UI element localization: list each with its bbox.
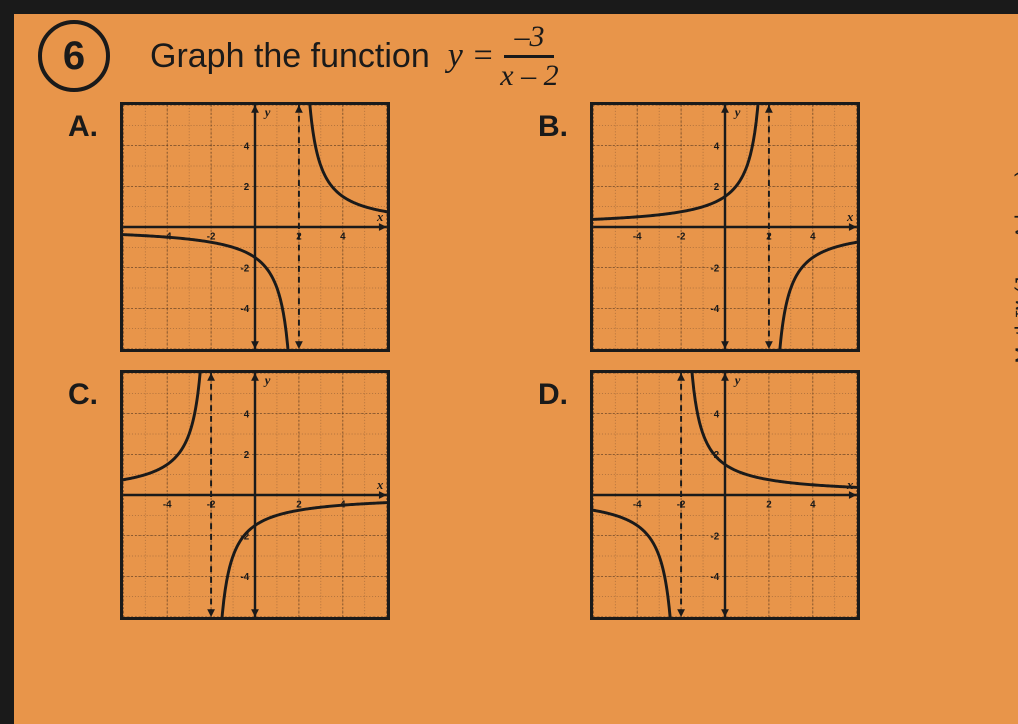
svg-text:x: x xyxy=(846,210,854,224)
choice-c[interactable]: C. -4-224-4-224yx xyxy=(68,370,498,620)
svg-text:x: x xyxy=(846,478,854,492)
graph-b: -4-224-4-224yx xyxy=(590,102,860,352)
question-prompt: Graph the function y = –3 x – 2 xyxy=(150,21,559,91)
worksheet-content: 6 Graph the function y = –3 x – 2 A. -4 -… xyxy=(28,20,968,620)
svg-text:4: 4 xyxy=(714,410,720,421)
choice-label: A. xyxy=(68,110,108,144)
svg-text:y: y xyxy=(263,374,271,388)
question-header: 6 Graph the function y = –3 x – 2 xyxy=(28,20,968,92)
svg-text:-2: -2 xyxy=(677,232,686,243)
equation-denominator: x – 2 xyxy=(500,58,558,92)
svg-text:-4: -4 xyxy=(240,304,249,315)
svg-text:2: 2 xyxy=(766,500,772,511)
prompt-text: Graph the function xyxy=(150,37,430,76)
svg-text:4: 4 xyxy=(810,500,816,511)
graph-d: -4-224-4-224yx xyxy=(590,370,860,620)
svg-text:2: 2 xyxy=(714,182,720,193)
svg-text:-2: -2 xyxy=(710,532,719,543)
svg-text:y: y xyxy=(733,106,741,120)
svg-text:y: y xyxy=(263,106,271,120)
choice-label: C. xyxy=(68,378,108,412)
question-number-circle: 6 xyxy=(38,20,110,92)
svg-text:-4: -4 xyxy=(710,304,719,315)
svg-text:x: x xyxy=(376,478,384,492)
svg-text:4: 4 xyxy=(244,142,250,153)
svg-text:2: 2 xyxy=(244,450,250,461)
choice-d[interactable]: D. -4-224-4-224yx xyxy=(538,370,968,620)
graph-a: -4-224-4-224yx xyxy=(120,102,390,352)
svg-text:4: 4 xyxy=(714,142,720,153)
graph-c: -4-224-4-224yx xyxy=(120,370,390,620)
svg-text:4: 4 xyxy=(340,232,346,243)
question-number: 6 xyxy=(63,34,85,79)
choice-label: B. xyxy=(538,110,578,144)
choice-label: D. xyxy=(538,378,578,412)
equation-lhs: y = xyxy=(448,37,495,75)
copyright-watermark: Math™ (Jean Adams) xyxy=(1012,170,1018,363)
svg-text:-4: -4 xyxy=(710,572,719,583)
choices-grid: A. -4 -2 2 4 -4 -2 2 4 y x B. -4 -2 2 4 -4 -2 2 4 y x C. -… xyxy=(68,102,968,620)
svg-text:-2: -2 xyxy=(240,264,249,275)
svg-text:-2: -2 xyxy=(710,264,719,275)
svg-text:-4: -4 xyxy=(633,500,642,511)
svg-text:y: y xyxy=(733,374,741,388)
choice-b[interactable]: B. -4-224-4-224yx xyxy=(538,102,968,352)
choice-a[interactable]: A. -4-224-4-224yx xyxy=(68,102,498,352)
equation: y = –3 x – 2 xyxy=(448,21,559,91)
svg-text:-4: -4 xyxy=(633,232,642,243)
svg-text:-4: -4 xyxy=(240,572,249,583)
svg-text:4: 4 xyxy=(810,232,816,243)
svg-text:4: 4 xyxy=(244,410,250,421)
equation-numerator: –3 xyxy=(504,21,554,58)
svg-text:2: 2 xyxy=(244,182,250,193)
svg-text:-4: -4 xyxy=(163,500,172,511)
equation-fraction: –3 x – 2 xyxy=(500,21,558,91)
